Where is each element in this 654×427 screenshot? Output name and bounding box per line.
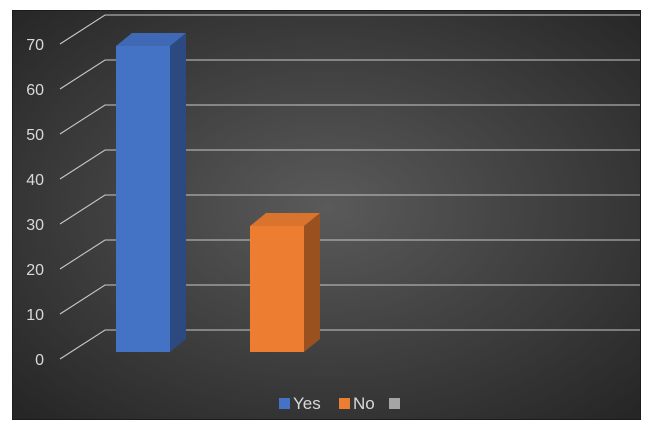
legend-swatch bbox=[389, 398, 400, 409]
legend-item-blank bbox=[389, 398, 400, 409]
legend-swatch bbox=[339, 398, 350, 409]
y-tick-label: 40 bbox=[26, 172, 44, 189]
chart-background bbox=[13, 11, 640, 419]
bar-side-face bbox=[170, 33, 186, 352]
bar-side-face bbox=[304, 213, 320, 352]
bar-top-face bbox=[250, 213, 320, 226]
legend-item-yes: Yes bbox=[279, 394, 321, 413]
legend-swatch bbox=[279, 398, 290, 409]
gridline bbox=[59, 194, 640, 225]
bar-front-face bbox=[116, 46, 170, 352]
gridline bbox=[59, 329, 640, 360]
legend: Yes No bbox=[279, 394, 400, 413]
y-tick-label: 30 bbox=[26, 217, 44, 234]
y-tick-label: 10 bbox=[26, 307, 44, 324]
bar-top-face bbox=[116, 33, 186, 46]
legend-label: Yes bbox=[293, 394, 321, 413]
legend-label: No bbox=[353, 394, 375, 413]
bar-no bbox=[250, 213, 320, 352]
chart-frame: 0 10 20 30 40 50 60 70 Yes No bbox=[12, 10, 641, 420]
gridline bbox=[59, 239, 640, 270]
y-tick-label: 70 bbox=[26, 37, 44, 54]
bar-chart: 0 10 20 30 40 50 60 70 Yes No bbox=[13, 11, 640, 419]
y-tick-label: 50 bbox=[26, 127, 44, 144]
gridlines bbox=[59, 14, 640, 360]
y-axis-tick-labels: 0 10 20 30 40 50 60 70 bbox=[26, 37, 44, 369]
y-tick-label: 20 bbox=[26, 262, 44, 279]
bar-yes bbox=[116, 33, 186, 352]
gridline bbox=[59, 149, 640, 180]
gridline bbox=[59, 284, 640, 315]
legend-item-no: No bbox=[339, 394, 375, 413]
bar-front-face bbox=[250, 226, 304, 352]
y-tick-label: 60 bbox=[26, 82, 44, 99]
gridline bbox=[59, 59, 640, 90]
gridline bbox=[59, 104, 640, 135]
y-tick-label: 0 bbox=[35, 352, 44, 369]
gridline bbox=[59, 14, 640, 45]
bars bbox=[116, 33, 320, 352]
